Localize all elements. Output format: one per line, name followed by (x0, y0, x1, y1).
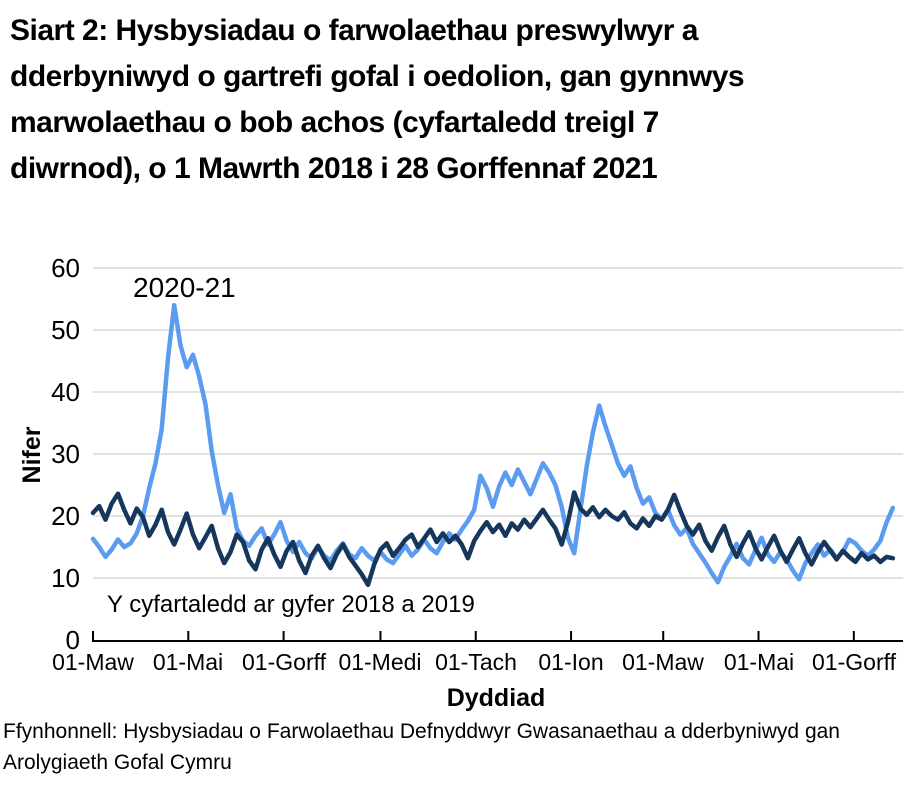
chart-title-line-3: marwolaethau o bob achos (cyfartaledd tr… (10, 106, 659, 139)
annotation-series-average: Y cyfartaledd ar gyfer 2018 a 2019 (107, 591, 475, 618)
x-tick-label-01-gorff-1: 01-Gorff (242, 649, 326, 675)
chart-title-line-2: dderbyniwyd o gartrefi gofal i oedolion,… (10, 60, 745, 93)
x-tick-label-01-mai-1: 01-Mai (152, 649, 224, 675)
x-axis-title: Dyddiad (446, 684, 546, 712)
y-tick-label-10: 10 (51, 563, 80, 593)
y-axis-title: Nifer (18, 426, 46, 484)
x-tick-label-01-mai-2: 01-Mai (723, 649, 795, 675)
series-2020-21-line (90, 302, 896, 585)
y-tick-label-0: 0 (65, 625, 80, 655)
x-tick-label-01-maw-2: 01-Maw (622, 649, 704, 675)
y-tick-label-40: 40 (51, 377, 80, 407)
x-tick-label-01-gorff-2: 01-Gorff (812, 649, 896, 675)
source-note: Ffynhonnell: Hysbysiadau o Farwolaethau … (3, 716, 908, 778)
source-note-line-2: Arolygiaeth Gofal Cymru (3, 751, 232, 774)
annotation-series-2020-21: 2020-21 (133, 272, 236, 303)
x-tick-label-01-maw-1: 01-Maw (52, 649, 134, 675)
chart-title-line-4: diwrnod), o 1 Mawrth 2018 i 28 Gorffenna… (10, 152, 658, 185)
chart-title-line-1: Siart 2: Hysbysiadau o farwolaethau pres… (10, 14, 698, 47)
y-tick-label-30: 30 (51, 439, 80, 469)
chart-title: Siart 2: Hysbysiadau o farwolaethau pres… (10, 8, 910, 192)
x-tick-label-01-tach: 01-Tach (435, 649, 517, 675)
series-average-2018-2019-line (90, 490, 896, 588)
y-tick-label-60: 60 (51, 253, 80, 283)
y-tick-label-50: 50 (51, 315, 80, 345)
source-note-line-1: Ffynhonnell: Hysbysiadau o Farwolaethau … (3, 720, 840, 743)
x-tick-label-01-ion: 01-Ion (538, 649, 604, 675)
y-tick-label-20: 20 (51, 501, 80, 531)
x-tick-label-01-medi: 01-Medi (338, 649, 422, 675)
